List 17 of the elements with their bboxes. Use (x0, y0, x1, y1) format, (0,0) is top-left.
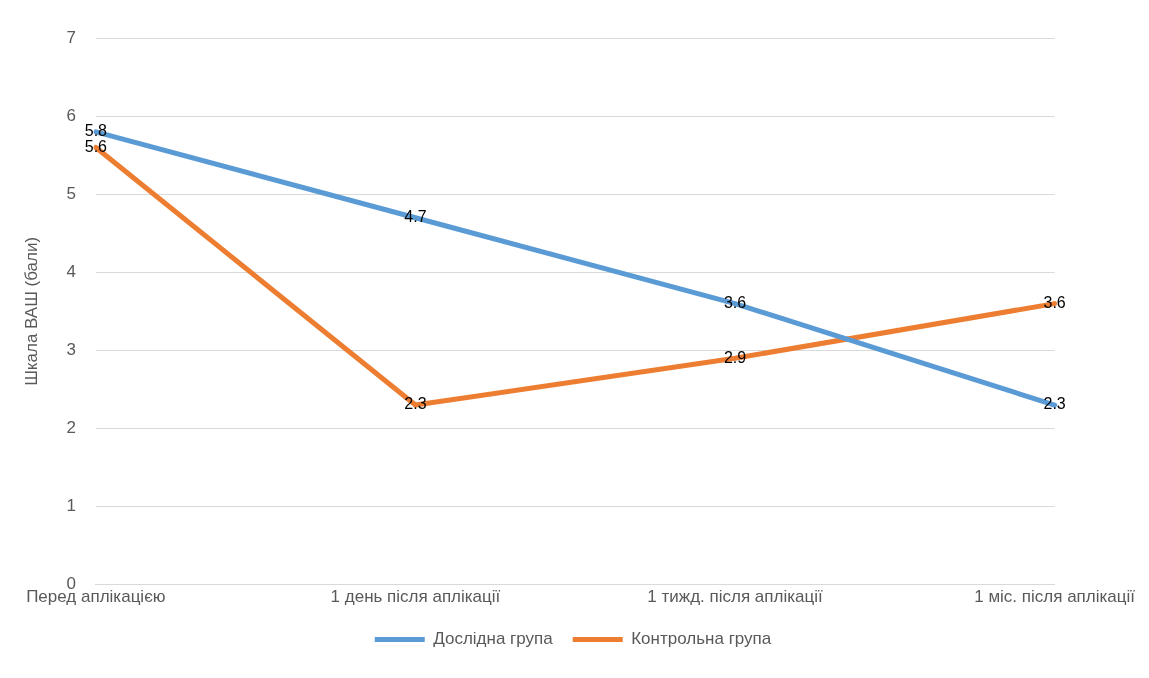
y-tick-label: 7 (66, 27, 76, 47)
data-label: 5.6 (84, 137, 108, 155)
x-tick-label: 1 день після аплікації (330, 587, 501, 607)
y-tick-label: 1 (66, 496, 76, 516)
data-label: 5.8 (84, 122, 108, 140)
y-tick-label: 2 (66, 418, 76, 438)
y-tick-label: 3 (66, 340, 76, 360)
legend-label: Контрольна група (631, 629, 772, 649)
legend-label: Дослідна група (433, 629, 554, 649)
y-tick-label: 6 (66, 105, 76, 125)
y-axis-title: Шкала ВАШ (бали) (21, 236, 41, 386)
x-tick-label: 1 міс. після аплікації (974, 587, 1136, 607)
y-tick-label: 0 (66, 574, 76, 594)
y-tick-label: 5 (66, 184, 76, 203)
data-label: 2.3 (404, 395, 427, 413)
x-tick-label: 1 тижд. після аплікації (647, 587, 823, 607)
y-tick-label: 4 (66, 262, 76, 282)
